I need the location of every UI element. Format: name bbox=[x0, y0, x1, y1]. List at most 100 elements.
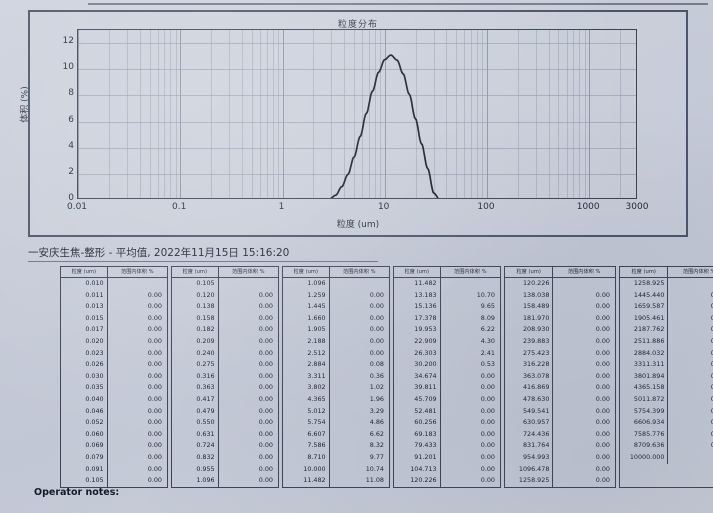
table-header-row: 粒度 (um) 范围内体积 % bbox=[172, 267, 278, 278]
gridline-vertical bbox=[464, 30, 466, 198]
table-body: 11.482 13.183 10.70 15.136 9.65 17.378 8.09 19.… bbox=[394, 278, 500, 487]
gridline-horizontal bbox=[78, 95, 636, 97]
table-row: 7.586 8.32 bbox=[283, 440, 389, 452]
cell-volume: 0.00 bbox=[147, 302, 162, 311]
cell-volume: 0.00 bbox=[369, 336, 384, 345]
cell-size: 2.188 bbox=[283, 335, 330, 348]
cell-size: 3.802 bbox=[283, 382, 330, 394]
cell-size: 11.482 bbox=[394, 278, 441, 290]
cell-size: 1258.925 bbox=[620, 278, 669, 290]
cell-size: 1096.478 bbox=[505, 463, 554, 476]
table-row: 0.275 0.00 bbox=[172, 359, 278, 371]
table-row: 6606.934 0.00 bbox=[620, 417, 713, 429]
cell-size: 6606.934 bbox=[620, 417, 669, 429]
cell-volume: 0.00 bbox=[258, 336, 273, 345]
cell-size: 1.445 bbox=[283, 301, 330, 313]
cell-volume bbox=[668, 278, 713, 290]
cell-volume: 0.00 bbox=[595, 418, 610, 427]
table-row: 4.365 1.96 bbox=[283, 393, 389, 406]
cell-size: 0.724 bbox=[172, 440, 219, 452]
table-row: 181.970 0.00 bbox=[505, 312, 615, 325]
table-row: 0.079 0.00 bbox=[61, 451, 167, 464]
table-row: 1.905 0.00 bbox=[283, 324, 389, 336]
column-header-volume: 范围内体积 % bbox=[343, 269, 376, 275]
cell-volume: 4.30 bbox=[480, 336, 495, 345]
table-row: 69.183 0.00 bbox=[394, 428, 500, 441]
particle-size-chart-card: 粒度分布 体积 (%) 0 2 4 6 8 10 12 0.01 0.1 1 10 100 1000 3… bbox=[21, 10, 688, 237]
gridline-vertical bbox=[362, 30, 363, 198]
cell-size: 91.201 bbox=[394, 451, 441, 464]
gridline-vertical bbox=[368, 30, 370, 198]
gridline-vertical bbox=[579, 30, 581, 198]
gridline-vertical bbox=[566, 30, 568, 198]
table-row: 0.091 0.00 bbox=[61, 463, 167, 476]
cell-size: 3.311 bbox=[283, 370, 330, 383]
table-row: 549.541 0.00 bbox=[505, 405, 615, 418]
cell-volume: 0.00 bbox=[258, 371, 273, 380]
gridline-horizontal bbox=[78, 69, 636, 71]
cell-volume: 0.00 bbox=[480, 406, 495, 415]
gridline-vertical bbox=[589, 30, 591, 198]
gridline-vertical bbox=[251, 30, 253, 198]
cell-size: 0.015 bbox=[61, 312, 108, 325]
cell-volume: 0.00 bbox=[147, 476, 162, 485]
cell-volume: 0.00 bbox=[480, 464, 495, 473]
cell-size: 316.228 bbox=[505, 359, 554, 371]
cell-volume: 10.70 bbox=[476, 290, 495, 299]
gridline-vertical bbox=[139, 30, 141, 198]
cell-size: 1.660 bbox=[283, 312, 330, 325]
cell-size: 2187.762 bbox=[620, 324, 669, 336]
cell-volume: 0.00 bbox=[369, 325, 384, 334]
table-row: 60.256 0.00 bbox=[394, 417, 500, 429]
cell-size: 0.060 bbox=[61, 428, 108, 441]
table-row: 11.482 11.08 bbox=[283, 475, 389, 487]
cell-size: 275.423 bbox=[505, 347, 554, 360]
gridline-vertical bbox=[157, 30, 159, 198]
table-row: 10000.000 bbox=[620, 451, 713, 464]
cell-volume: 0.00 bbox=[710, 383, 713, 392]
table-row: 13.183 10.70 bbox=[394, 289, 500, 302]
cell-size: 0.138 bbox=[172, 301, 219, 313]
cell-volume: 0.00 bbox=[258, 406, 273, 415]
gridline-vertical bbox=[482, 30, 484, 198]
cell-volume: 0.00 bbox=[595, 371, 610, 380]
cell-volume: 0.00 bbox=[595, 336, 610, 345]
table-row: 11.482 bbox=[394, 278, 500, 290]
cell-volume: 0.00 bbox=[258, 418, 273, 427]
table-row: 0.035 0.00 bbox=[61, 382, 167, 394]
table-row: 0.724 0.00 bbox=[172, 440, 278, 452]
column-header-volume: 范围内体积 % bbox=[454, 269, 487, 275]
cell-volume: 0.00 bbox=[258, 394, 273, 403]
gridline-vertical bbox=[259, 30, 261, 198]
table-body: 1.096 1.259 0.00 1.445 0.00 1.660 0.00 1.905 0.0… bbox=[283, 278, 389, 487]
cell-volume: 0.00 bbox=[147, 464, 162, 473]
plot-area bbox=[77, 29, 637, 199]
cell-size: 0.035 bbox=[61, 382, 108, 394]
cell-volume: 0.00 bbox=[258, 429, 273, 438]
cell-size: 3801.894 bbox=[620, 370, 669, 383]
table-row: 8.710 9.77 bbox=[283, 451, 389, 464]
gridline-vertical bbox=[164, 30, 166, 198]
table-row: 1.660 0.00 bbox=[283, 312, 389, 325]
table-row: 15.136 9.65 bbox=[394, 301, 500, 313]
cell-volume: 0.00 bbox=[147, 371, 162, 380]
cell-size: 1659.587 bbox=[620, 301, 669, 313]
cell-volume: 0.00 bbox=[147, 325, 162, 334]
cell-size: 69.183 bbox=[394, 428, 441, 441]
table-row: 0.417 0.00 bbox=[172, 393, 278, 406]
cell-volume bbox=[441, 278, 500, 290]
cell-size: 39.811 bbox=[394, 382, 441, 394]
table-body: 1258.9251445.4400.001659.5870.001905.461… bbox=[620, 278, 713, 464]
table-body: 120.226 138.038 0.00 158.489 0.00 181.970 0.00… bbox=[505, 278, 615, 487]
cell-size: 0.105 bbox=[61, 475, 108, 487]
cell-size: 8.710 bbox=[283, 451, 330, 464]
cell-size: 0.040 bbox=[61, 393, 108, 406]
cell-size: 1258.925 bbox=[505, 475, 554, 487]
table-header-row: 粒度 (um) 范围内体积 % bbox=[505, 267, 615, 278]
table-row: 45.709 0.00 bbox=[394, 393, 500, 406]
table-row: 208.930 0.00 bbox=[505, 324, 615, 336]
gridline-vertical bbox=[180, 30, 182, 198]
cell-volume: 0.00 bbox=[595, 452, 610, 461]
gridline-vertical bbox=[584, 30, 586, 198]
cell-volume: 0.00 bbox=[480, 429, 495, 438]
